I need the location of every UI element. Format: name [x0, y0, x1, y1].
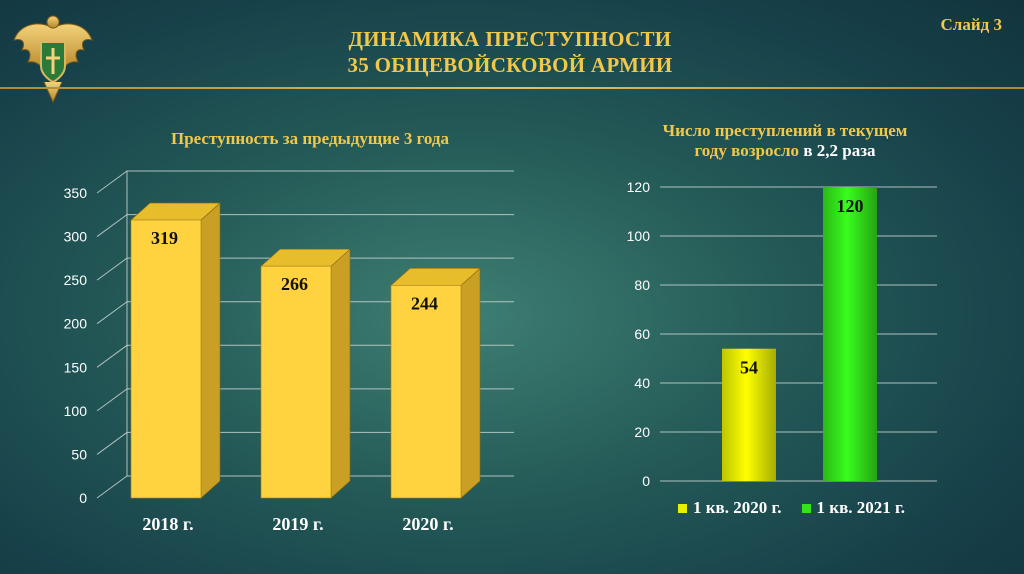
data-label: 120 — [837, 196, 864, 216]
y-tick-label: 150 — [64, 359, 88, 375]
x-tick-label: 2020 г. — [402, 514, 453, 534]
y-tick-label: 0 — [79, 490, 87, 506]
bar-front — [130, 219, 202, 499]
data-label: 319 — [151, 228, 178, 248]
data-label: 266 — [281, 274, 308, 294]
right-subtitle-line2b: в 2,2 раза — [803, 141, 876, 160]
legend-item-2020: 1 кв. 2020 г. — [678, 498, 782, 518]
y-tick-label: 20 — [634, 424, 650, 440]
x-tick-label: 2018 г. — [142, 514, 193, 534]
legend-label-2020: 1 кв. 2020 г. — [693, 498, 782, 517]
data-label: 54 — [740, 358, 758, 378]
legend-swatch-2020 — [678, 503, 687, 513]
y-tick-label: 100 — [627, 228, 651, 244]
bar-2019 г. — [260, 248, 351, 499]
bar-1 кв. 2021 г. — [823, 187, 877, 481]
y-tick-label: 120 — [627, 179, 651, 195]
slide-number: Слайд 3 — [940, 15, 1002, 34]
bar-front — [390, 285, 462, 499]
y-tick-label: 50 — [71, 446, 87, 462]
y-tick-label: 100 — [64, 403, 88, 419]
right-chart-legend: 1 кв. 2020 г. 1 кв. 2021 г. — [678, 498, 905, 518]
y-tick-label: 250 — [64, 272, 88, 288]
slide-title-line2: 35 ОБЩЕВОЙСКОВОЙ АРМИИ — [347, 53, 673, 77]
header-divider — [0, 87, 1024, 89]
bar-front — [260, 265, 332, 499]
x-tick-label: 2019 г. — [272, 514, 323, 534]
y-tick-label: 350 — [64, 185, 88, 201]
y-tick-label: 300 — [64, 229, 88, 245]
legend-label-2021: 1 кв. 2021 г. — [816, 498, 906, 517]
bar-2018 г. — [130, 202, 221, 499]
y-tick-label: 40 — [634, 375, 650, 391]
y-tick-label: 0 — [642, 473, 650, 489]
legend-swatch-2021 — [801, 503, 811, 513]
legend-item-2021: 1 кв. 2021 г. — [801, 498, 906, 518]
y-tick-label: 200 — [64, 316, 88, 332]
slide-title-line1: ДИНАМИКА ПРЕСТУПНОСТИ — [348, 27, 672, 51]
y-tick-label: 80 — [634, 277, 650, 293]
left-chart-subtitle: Преступность за предыдущие 3 года — [170, 129, 450, 148]
right-subtitle-line1: Число преступлений в текущем — [662, 121, 908, 140]
y-tick-label: 60 — [634, 326, 650, 342]
bar-2020 г. — [390, 267, 481, 499]
data-label: 244 — [411, 293, 438, 313]
right-chart-subtitle: Число преступлений в текущем году возрос… — [610, 121, 960, 161]
right-subtitle-line2a: году возросло — [694, 141, 804, 160]
bar-1 кв. 2020 г. — [722, 348, 776, 481]
